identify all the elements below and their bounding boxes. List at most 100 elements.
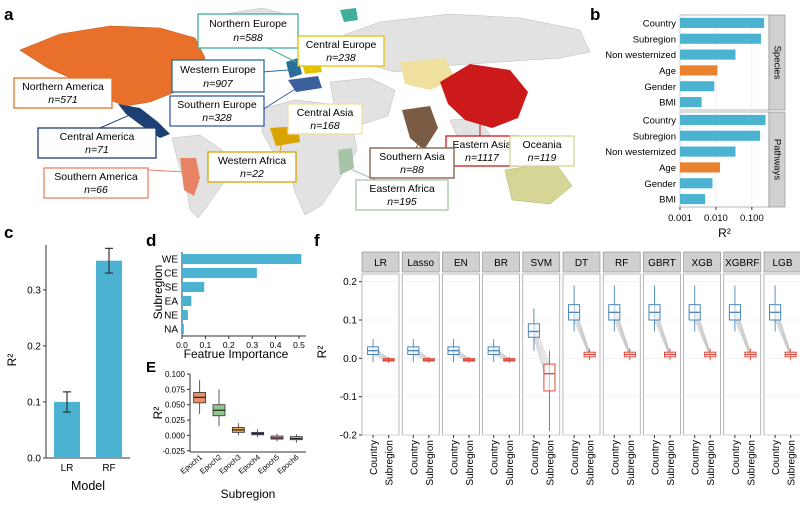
f-pair-line — [774, 319, 791, 357]
panel-label-c: c — [4, 223, 13, 242]
d-category-label: WE — [162, 255, 178, 266]
b-bar — [680, 97, 702, 108]
f-tick-label: -0.1 — [340, 392, 358, 403]
f-pair-line — [654, 319, 671, 357]
svg-text:Eastern Asia: Eastern Asia — [453, 139, 512, 151]
f-strip-label: Lasso — [407, 258, 434, 269]
e-tick-label: 0.050 — [165, 401, 186, 410]
svg-text:n=66: n=66 — [84, 184, 108, 196]
f-strip — [482, 251, 520, 273]
f-strip-label: LR — [374, 258, 387, 269]
b-tick-label: 0.001 — [668, 213, 692, 224]
e-category-label: Epoch6 — [275, 453, 300, 476]
panel-label-a: a — [4, 5, 14, 24]
f-category-label: Country — [409, 440, 420, 475]
b-bar — [680, 17, 765, 28]
region-label-southern-asia: Southern Asia n=88 — [369, 147, 455, 179]
f-category-label: Subregion — [465, 440, 476, 486]
b-strip-label: Pathways — [771, 139, 782, 180]
f-category-label: Subregion — [626, 440, 637, 486]
svg-text:Northern Europe: Northern Europe — [209, 18, 287, 30]
f-strip — [602, 251, 641, 273]
b-category-label: Country — [643, 18, 677, 29]
f-category-label: Country — [731, 440, 742, 475]
region-label-oceania: Oceania n=119 — [509, 135, 575, 167]
b-category-label: Age — [659, 66, 676, 77]
f-category-label: Country — [490, 440, 501, 475]
f-category-label: Subregion — [787, 440, 798, 486]
svg-text:Central Asia: Central Asia — [297, 107, 354, 119]
chart-e: 0.1000.0750.0500.0250.000-0.025Epoch1Epo… — [151, 370, 306, 501]
f-category-label: Country — [570, 440, 581, 475]
d-xlabel: Featrue Importance — [184, 347, 289, 361]
svg-text:n=195: n=195 — [387, 196, 417, 208]
b-category-label: BMI — [659, 98, 676, 109]
svg-text:Southern Asia: Southern Asia — [379, 151, 445, 163]
d-bar — [182, 253, 302, 265]
d-bar — [182, 323, 184, 335]
f-category-label: Subregion — [706, 440, 717, 486]
f-pair-line — [613, 316, 631, 357]
b-bar — [680, 146, 736, 157]
f-strip — [643, 251, 681, 273]
region-label-western-africa: Western Africa n=22 — [207, 151, 297, 183]
svg-text:Central America: Central America — [60, 131, 135, 143]
f-pair-line — [654, 316, 671, 357]
b-strip — [768, 111, 786, 208]
e-tick-label: 0.025 — [165, 416, 186, 425]
f-pair-line — [573, 316, 590, 357]
f-strip-label: XGB — [692, 258, 713, 269]
f-pair-line — [734, 313, 751, 356]
e-xlabel: Subregion — [221, 487, 276, 501]
b-bar — [680, 194, 706, 205]
region-central-america — [118, 104, 170, 138]
region-label-southern-america: Southern America n=66 — [43, 167, 149, 199]
c-ylabel: R² — [5, 354, 19, 367]
region-southern-europe — [288, 76, 322, 92]
f-category-label: Country — [610, 440, 621, 475]
d-tick-label: 0.4 — [270, 340, 282, 350]
f-category-label: Subregion — [545, 440, 556, 486]
f-pair-line — [694, 313, 711, 356]
f-pair-line — [573, 313, 590, 356]
chart-d: WE CE SE EA NE NA 0.0 0.1 0.2 0.3 0.4 0.5 Featrue Im… — [151, 252, 306, 361]
d-category-label: NA — [164, 325, 178, 336]
b-bar — [680, 65, 718, 76]
chart-c: 0.0 0.1 0.2 0.3 LR RF R² Model — [5, 245, 130, 493]
b-category-label: Gender — [644, 82, 676, 93]
svg-text:Southern America: Southern America — [54, 171, 138, 183]
f-category-label: Subregion — [586, 440, 597, 486]
e-tick-label: 0.000 — [165, 431, 186, 440]
b-category-label: Non westernized — [605, 147, 676, 158]
d-category-label: EA — [165, 297, 179, 308]
c-tick-label: 0.3 — [27, 285, 41, 296]
b-bar — [680, 114, 766, 125]
f-category-label: Subregion — [505, 440, 516, 486]
f-strip — [522, 251, 561, 273]
b-category-label: Subregion — [633, 131, 676, 142]
e-tick-label: -0.025 — [162, 447, 185, 456]
b-bar — [680, 81, 715, 92]
d-bar — [182, 295, 192, 307]
f-pair-line — [774, 313, 791, 356]
f-strip-label: BR — [494, 258, 508, 269]
b-strip — [768, 14, 786, 111]
b-bar — [680, 178, 713, 189]
f-tick-label: 0.1 — [343, 316, 357, 327]
c-bar — [95, 260, 123, 458]
f-category-label: Subregion — [385, 440, 396, 486]
d-tick-label: 0.0 — [176, 340, 188, 350]
f-pair-line — [573, 319, 590, 357]
f-strip — [562, 251, 601, 273]
f-pair-line — [734, 316, 751, 357]
panel-label-f: f — [314, 231, 320, 250]
d-ylabel: Subregion — [151, 265, 165, 320]
region-label-northern-europe: Northern Europe n=588 — [197, 13, 299, 49]
f-strip — [442, 251, 480, 273]
b-category-label: BMI — [659, 195, 676, 206]
b-bar — [680, 162, 721, 173]
e-tick-label: 0.075 — [165, 385, 186, 394]
f-box-subregion — [543, 363, 556, 392]
